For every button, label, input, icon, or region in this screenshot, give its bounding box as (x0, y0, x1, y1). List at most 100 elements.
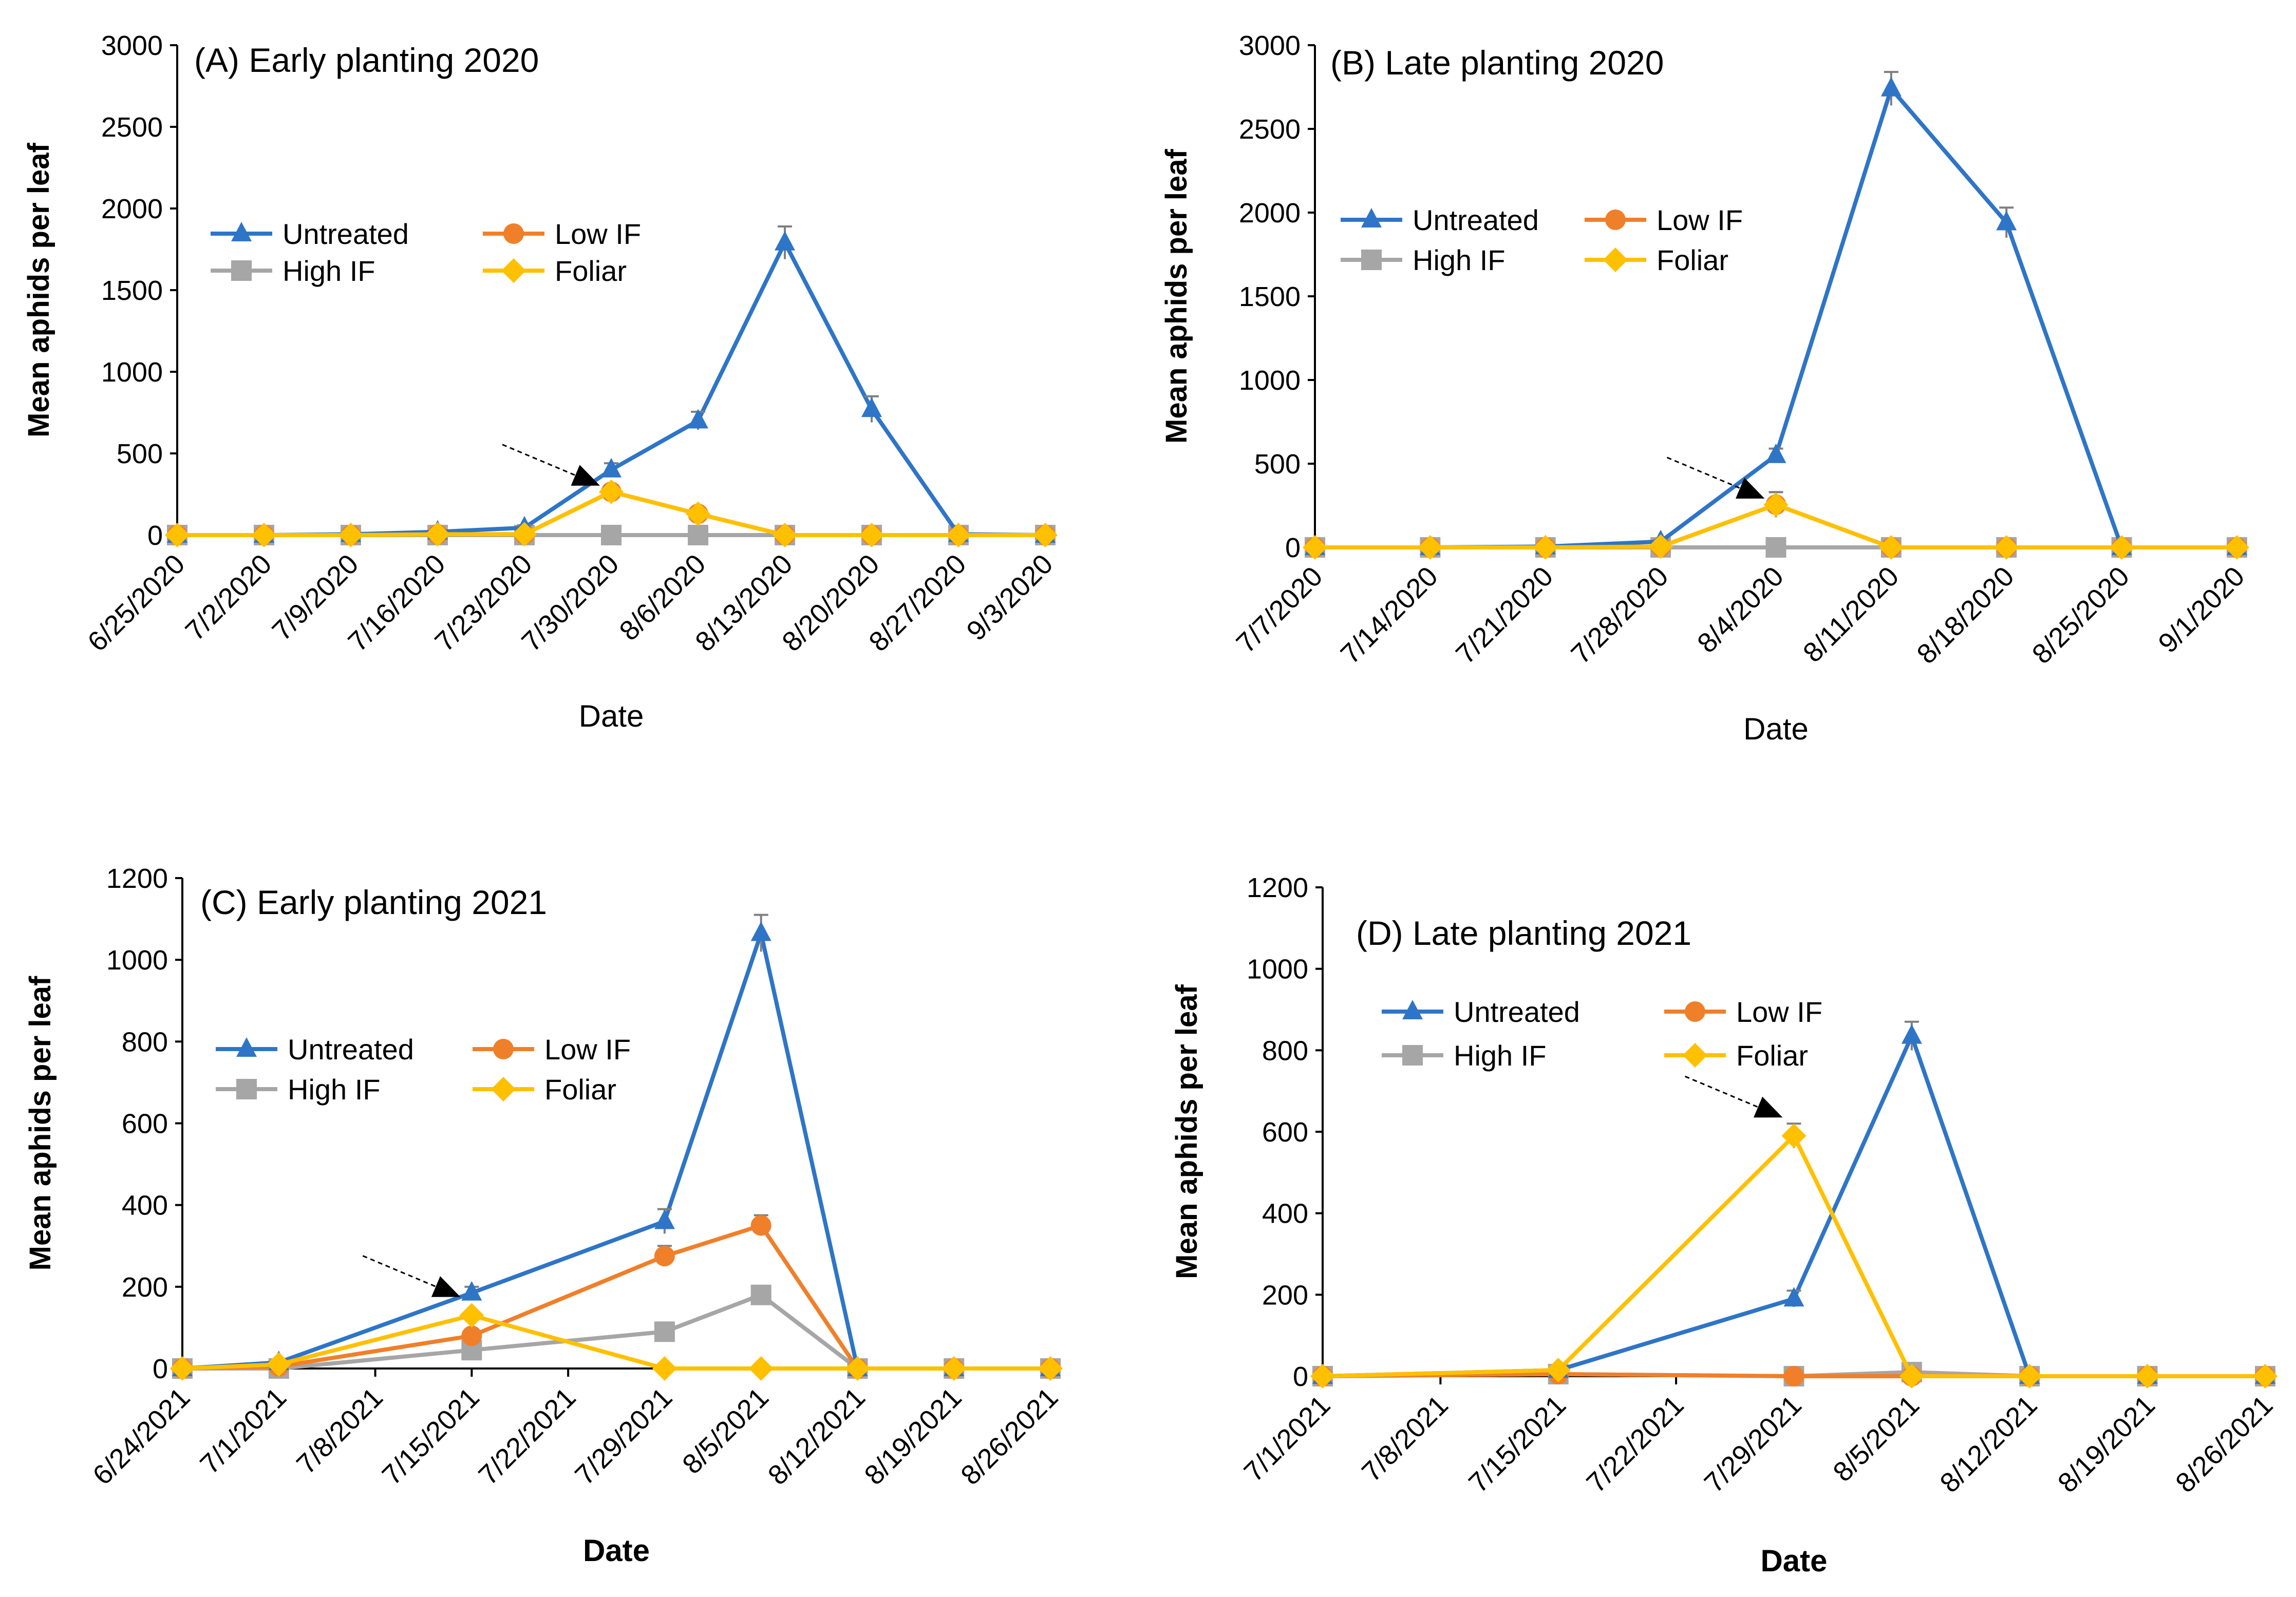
y-axis-title: Mean aphids per leaf (1170, 984, 1203, 1279)
data-point-foliar (165, 523, 190, 547)
legend-item-high-if: High IF (216, 1073, 381, 1106)
data-point-foliar (1033, 523, 1058, 547)
legend-label-untreated: Untreated (1413, 204, 1539, 236)
y-tick-label: 3000 (101, 30, 163, 61)
legend-marker-foliar (501, 258, 526, 283)
legend-label-high-if: High IF (1454, 1039, 1547, 1072)
y-tick-label: 1200 (106, 863, 168, 894)
data-point-foliar (686, 501, 710, 526)
data-point-untreated (1880, 77, 1902, 97)
legend-label-low-if: Low IF (555, 218, 641, 250)
data-point-foliar (425, 522, 450, 547)
legend-item-untreated: Untreated (216, 1033, 414, 1066)
panel-title: (D) Late planting 2021 (1356, 914, 1691, 952)
y-tick-label: 1000 (1239, 365, 1301, 396)
legend-label-low-if: Low IF (544, 1033, 631, 1066)
legend-label-high-if: High IF (288, 1073, 381, 1106)
data-point-foliar (266, 1352, 291, 1377)
data-point-untreated (654, 1209, 675, 1229)
application-arrow-head (431, 1276, 461, 1297)
data-point-foliar (859, 523, 884, 547)
y-tick-label: 3000 (1239, 30, 1301, 61)
legend-marker-untreated (236, 1037, 257, 1057)
data-point-foliar (2017, 1364, 2042, 1389)
data-point-foliar (170, 1356, 195, 1381)
data-point-high-if (654, 1321, 675, 1342)
y-axis-title: Mean aphids per leaf (24, 976, 57, 1270)
legend-marker-high-if (231, 260, 252, 281)
data-point-foliar (773, 523, 797, 547)
data-point-untreated (861, 397, 882, 417)
data-point-foliar (1038, 1356, 1063, 1381)
data-point-foliar (512, 522, 537, 547)
data-point-foliar (1648, 534, 1673, 559)
y-tick-label: 1000 (106, 945, 168, 976)
legend-label-foliar: Foliar (1736, 1039, 1808, 1072)
data-point-low-if (461, 1325, 482, 1346)
data-point-foliar (1899, 1364, 1924, 1389)
data-point-foliar (942, 1356, 967, 1381)
legend: Untreated Low IF High IF Foliar (1382, 996, 1822, 1072)
data-point-foliar (1310, 1364, 1335, 1389)
y-tick-label: 600 (1262, 1117, 1308, 1148)
data-point-untreated (750, 921, 771, 941)
data-point-foliar (1303, 535, 1327, 560)
series-foliar (1303, 491, 2249, 560)
legend-label-foliar: Foliar (1657, 244, 1728, 276)
application-arrow-head (1754, 1096, 1783, 1118)
application-arrow-shaft (1666, 457, 1741, 489)
legend-marker-high-if (1361, 250, 1382, 270)
legend-item-high-if: High IF (1341, 244, 1505, 276)
legend-marker-low-if (1685, 1001, 1705, 1022)
x-axis-title: Date (1743, 712, 1809, 746)
series-line-foliar (182, 1313, 1050, 1371)
data-point-foliar (2253, 1364, 2278, 1389)
legend-item-foliar: Foliar (473, 1073, 616, 1106)
y-tick-label: 2500 (1239, 114, 1301, 145)
data-point-high-if (601, 525, 622, 545)
data-point-foliar (1418, 535, 1443, 560)
legend-item-foliar: Foliar (1664, 1039, 1808, 1072)
y-tick-label: 600 (122, 1109, 168, 1139)
data-point-foliar (748, 1356, 774, 1381)
y-tick-label: 200 (122, 1272, 168, 1303)
y-tick-label: 0 (1285, 533, 1301, 563)
y-tick-label: 0 (147, 520, 163, 551)
data-point-high-if (688, 525, 708, 545)
application-arrow-shaft (1684, 1075, 1759, 1108)
legend-label-low-if: Low IF (1736, 996, 1822, 1028)
panel-title: (B) Late planting 2020 (1330, 44, 1664, 82)
legend-marker-high-if (236, 1079, 257, 1099)
legend-label-low-if: Low IF (1657, 204, 1743, 236)
legend-label-untreated: Untreated (283, 218, 409, 250)
legend-label-foliar: Foliar (544, 1073, 616, 1106)
legend-label-untreated: Untreated (1454, 996, 1580, 1028)
legend-item-low-if: Low IF (483, 218, 641, 250)
panel-title: (C) Early planting 2021 (200, 883, 547, 921)
data-point-untreated (601, 458, 622, 478)
data-point-foliar (338, 523, 363, 547)
data-point-foliar (652, 1356, 677, 1381)
series-foliar (165, 479, 1058, 547)
data-point-foliar (459, 1303, 484, 1328)
application-arrow-head (1736, 478, 1765, 499)
data-point-foliar (2135, 1364, 2160, 1389)
legend-marker-low-if (493, 1039, 514, 1059)
y-tick-label: 500 (117, 439, 163, 469)
legend-item-low-if: Low IF (473, 1033, 631, 1066)
legend-marker-untreated (1361, 208, 1382, 227)
data-point-untreated (1783, 1287, 1804, 1307)
x-axis-title: Date (1760, 1544, 1827, 1578)
legend-marker-high-if (1402, 1045, 1423, 1066)
legend-label-high-if: High IF (1413, 244, 1505, 276)
legend-label-untreated: Untreated (288, 1033, 414, 1066)
y-tick-label: 200 (1262, 1280, 1308, 1310)
legend-item-high-if: High IF (1382, 1039, 1547, 1072)
data-point-foliar (1763, 492, 1789, 517)
y-tick-label: 1200 (1247, 872, 1308, 903)
y-tick-label: 1000 (101, 357, 163, 388)
y-tick-label: 1500 (1239, 281, 1301, 312)
data-point-foliar (845, 1356, 870, 1381)
application-arrow-shaft (362, 1255, 436, 1287)
